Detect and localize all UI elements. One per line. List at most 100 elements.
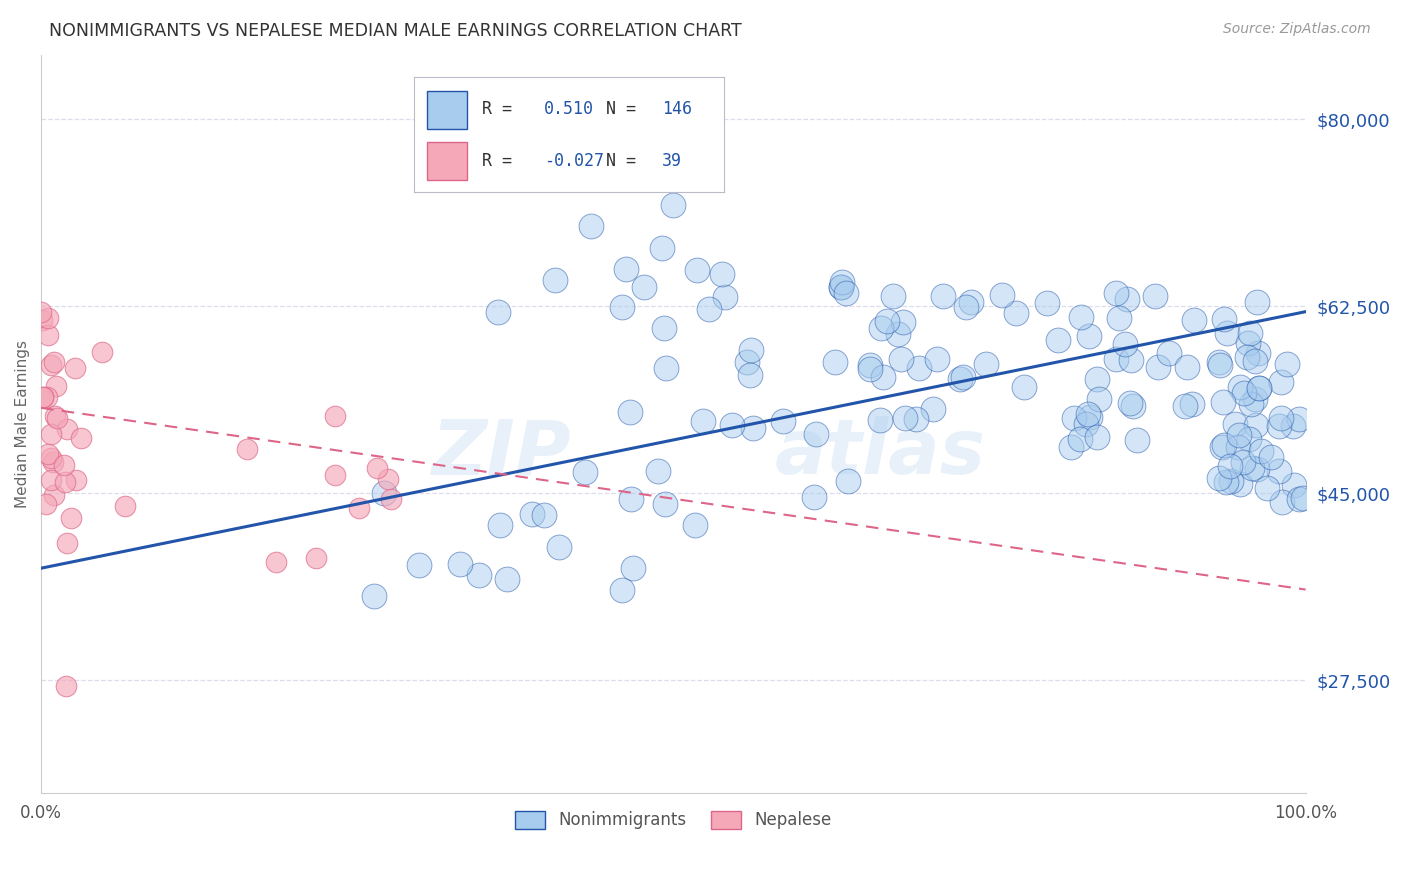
Point xyxy=(610,300,633,314)
Point xyxy=(960,294,983,309)
Point xyxy=(489,517,512,532)
Point xyxy=(1175,360,1198,375)
Point xyxy=(1240,460,1263,475)
Point xyxy=(55,679,77,693)
Point xyxy=(721,417,744,432)
Point xyxy=(685,518,707,533)
Point xyxy=(1270,376,1292,390)
Point xyxy=(1173,399,1195,413)
Point xyxy=(1227,428,1250,442)
Point xyxy=(1077,407,1099,421)
Point xyxy=(35,497,58,511)
Point xyxy=(1236,335,1258,350)
Point xyxy=(890,352,912,367)
Point xyxy=(685,263,707,277)
Point xyxy=(1105,286,1128,301)
Point xyxy=(1005,306,1028,320)
Point xyxy=(366,461,388,475)
Point xyxy=(1256,481,1278,495)
Point xyxy=(1236,350,1258,364)
Point xyxy=(1078,409,1101,424)
Point xyxy=(1213,312,1236,326)
Point xyxy=(692,414,714,428)
Point xyxy=(380,491,402,506)
Point xyxy=(37,310,59,325)
Point xyxy=(932,289,955,303)
Point xyxy=(41,451,63,466)
Point xyxy=(1233,385,1256,400)
Point xyxy=(533,508,555,522)
Point xyxy=(1237,432,1260,446)
Point xyxy=(633,280,655,294)
Point xyxy=(373,486,395,500)
Point xyxy=(886,326,908,341)
Point xyxy=(1271,494,1294,508)
Point xyxy=(52,458,75,472)
Point xyxy=(1046,333,1069,347)
Point xyxy=(872,370,894,384)
Point xyxy=(1085,372,1108,386)
Point xyxy=(59,511,82,525)
Point xyxy=(1116,292,1139,306)
Point xyxy=(236,442,259,457)
Point xyxy=(1104,352,1126,367)
Point xyxy=(65,474,87,488)
Point xyxy=(1143,288,1166,302)
Point xyxy=(1182,312,1205,326)
Point xyxy=(42,455,65,469)
Point xyxy=(834,285,856,300)
Point xyxy=(1229,477,1251,491)
Point xyxy=(1220,475,1243,489)
Point xyxy=(621,561,644,575)
Point xyxy=(908,360,931,375)
Point xyxy=(56,536,79,550)
Point xyxy=(974,357,997,371)
Point xyxy=(31,390,53,404)
Point xyxy=(37,327,59,342)
Point xyxy=(114,500,136,514)
Point xyxy=(495,573,517,587)
Point xyxy=(1212,394,1234,409)
Point xyxy=(870,321,893,335)
Point xyxy=(714,290,737,304)
Point xyxy=(1246,461,1268,475)
Point xyxy=(651,241,673,255)
Point xyxy=(1223,417,1246,432)
Point xyxy=(1012,380,1035,394)
Point xyxy=(1069,432,1091,446)
Point xyxy=(1292,491,1315,505)
Point xyxy=(949,371,972,385)
Point xyxy=(37,447,59,461)
Point xyxy=(1229,380,1251,394)
Point xyxy=(39,427,62,442)
Point xyxy=(42,487,65,501)
Point xyxy=(1282,419,1305,434)
Point xyxy=(1239,397,1261,411)
Point xyxy=(1226,441,1249,455)
Point xyxy=(579,219,602,234)
Point xyxy=(990,287,1012,301)
Point xyxy=(1121,352,1143,367)
Point xyxy=(1211,440,1233,454)
Point xyxy=(347,501,370,516)
Point xyxy=(869,413,891,427)
Point xyxy=(661,198,683,212)
Point xyxy=(468,568,491,582)
Point xyxy=(1288,412,1310,426)
Point xyxy=(1063,410,1085,425)
Point xyxy=(1232,455,1254,469)
Point xyxy=(1244,354,1267,368)
Point xyxy=(44,409,66,423)
Text: NONIMMIGRANTS VS NEPALESE MEDIAN MALE EARNINGS CORRELATION CHART: NONIMMIGRANTS VS NEPALESE MEDIAN MALE EA… xyxy=(49,22,742,40)
Point xyxy=(654,361,676,376)
Point xyxy=(1288,491,1310,506)
Point xyxy=(1074,417,1097,432)
Point xyxy=(740,343,762,358)
Point xyxy=(830,280,852,294)
Point xyxy=(1036,295,1059,310)
Point xyxy=(56,422,79,436)
Point xyxy=(323,468,346,483)
Point xyxy=(32,390,55,404)
Point xyxy=(1268,463,1291,477)
Point xyxy=(697,302,720,317)
